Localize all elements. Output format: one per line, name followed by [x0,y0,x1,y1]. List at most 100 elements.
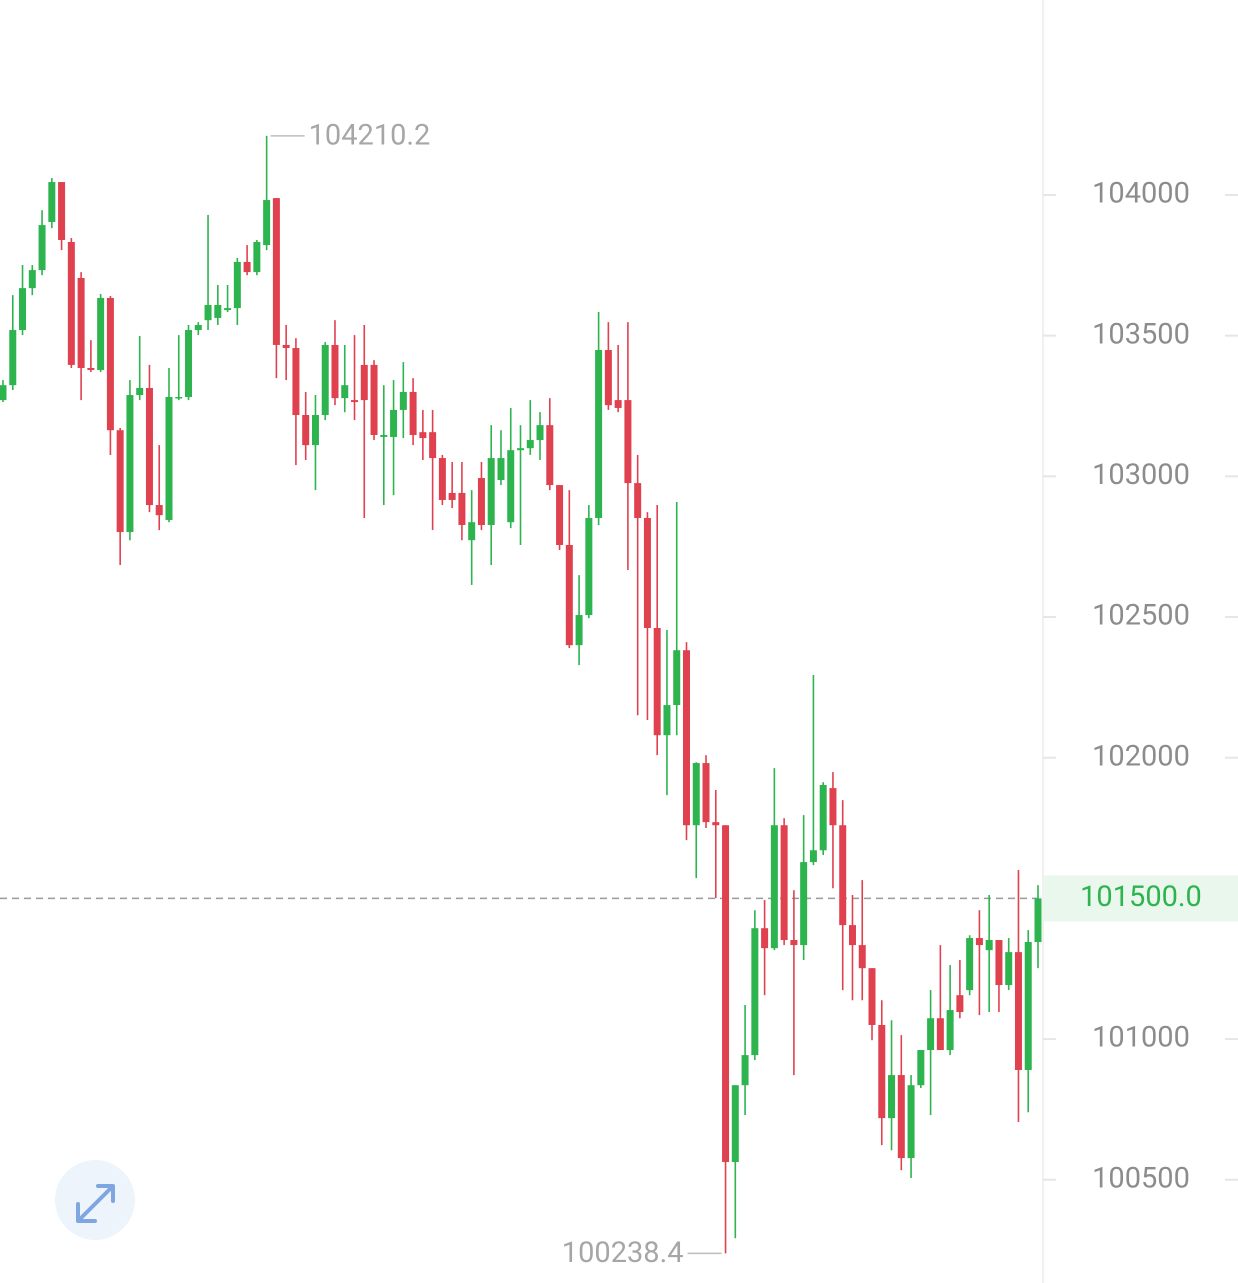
candle-body [145,387,153,506]
candle-body [185,330,193,397]
candle-body [48,182,56,222]
candle-body [634,483,642,518]
max-annotation: 104210.2 [309,118,431,152]
y-tick-label: 102000 [1092,739,1190,773]
candle-body [624,400,632,484]
candle-body [331,344,339,399]
candle-body [741,1055,749,1086]
candle-body [1024,941,1032,1071]
y-tick-label: 100500 [1092,1161,1190,1195]
candle-body [975,938,983,946]
candle-body [302,415,310,446]
candle-body [917,1050,925,1086]
candle-body [614,400,622,408]
candle-body [194,324,202,331]
candle-body [468,522,476,541]
candle-body [536,425,544,441]
y-tick-label: 101000 [1092,1021,1190,1055]
candle-body [800,862,808,946]
y-tick-label: 103000 [1092,458,1190,492]
expand-icon[interactable] [76,1184,115,1223]
candle-body [38,225,46,271]
candle-body [819,784,827,851]
candle-body [966,938,974,991]
candle-body [663,705,671,736]
candle-body [565,544,573,646]
candle-body [517,448,524,451]
candle-body [526,440,534,449]
candle-body [263,200,271,246]
candle-body [927,1018,935,1051]
candle-body [380,434,388,437]
candle-body [438,458,446,500]
candle-body [351,400,359,403]
candle-body [653,627,661,736]
candle-body [770,825,778,949]
candle-body [106,297,114,431]
last-price-tag [1043,875,1238,922]
candle-body [282,344,290,349]
candle-body [214,304,222,318]
candle-body [497,458,505,480]
candle-body [702,763,710,823]
candle-body [429,432,437,459]
candle-body [116,430,124,533]
candle-body [87,368,95,370]
candle-body [712,822,720,826]
candle-body [58,182,66,240]
candle-body [155,505,163,516]
y-tick-label: 104000 [1092,177,1190,211]
candle-body [985,940,993,951]
expand-button-bg[interactable] [55,1160,135,1240]
candle-body [311,415,319,446]
candle-body [360,364,368,401]
candle-body [556,485,564,545]
candle-body [1034,898,1042,942]
candle-body [546,425,554,486]
candle-body [897,1075,905,1159]
candle-body [731,1085,739,1163]
candle-body [28,270,36,289]
candle-body [575,615,583,646]
candle-body [253,241,261,273]
expand-button[interactable] [55,1160,135,1240]
candle-body [0,385,7,401]
candle-body [1014,952,1022,1071]
candle-body [995,940,1003,986]
candle-body [67,241,75,365]
candle-body [936,1018,944,1051]
candle-body [643,517,651,628]
candle-body [165,396,173,520]
candle-body [604,350,612,406]
candle-body [477,478,485,526]
candle-body [585,517,593,616]
candle-body [136,387,144,396]
candle-body [224,308,232,311]
candle-body [19,288,27,331]
y-tick-label: 102500 [1092,599,1190,633]
candle-body [292,348,300,416]
candle-body [409,391,417,435]
candle-body [399,391,407,410]
candle-body [761,928,769,949]
candle-body [682,650,690,826]
candle-body [77,277,85,369]
min-annotation: 100238.4 [562,1236,684,1270]
candle-body [868,968,876,1025]
candle-body [692,763,700,826]
candle-body [809,850,817,863]
candle-body [907,1085,915,1159]
candle-body [956,995,964,1013]
candle-body [1005,952,1013,986]
candle-body [9,330,17,386]
candle-body [126,395,134,533]
candle-body [233,261,241,309]
candle-body [595,350,603,518]
candle-body [839,825,847,926]
candle-body [878,1024,886,1119]
candle-body [175,396,183,399]
candle-body [790,940,798,946]
candle-body [487,458,495,526]
candle-body [341,385,349,399]
